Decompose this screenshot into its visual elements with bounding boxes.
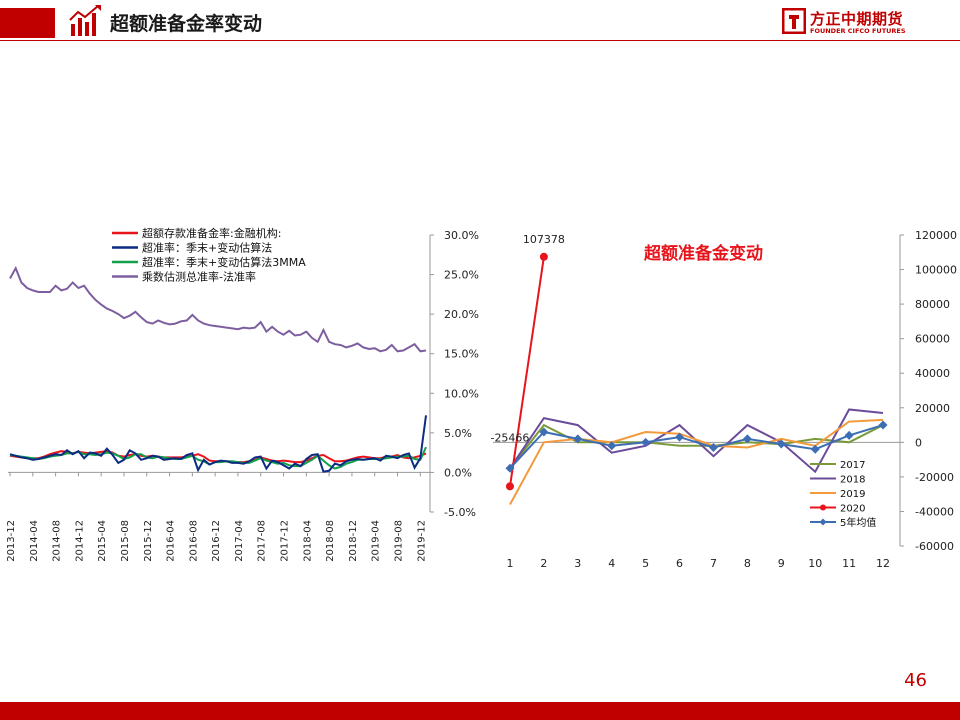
legend-label: 2019 bbox=[840, 489, 865, 500]
data-point bbox=[573, 434, 583, 444]
x-tick-label: 2017-08 bbox=[257, 520, 268, 562]
y-tick-label: 60000 bbox=[915, 333, 950, 346]
data-point bbox=[742, 434, 752, 444]
x-tick-label: 2016-04 bbox=[166, 520, 177, 562]
data-label: 107378 bbox=[523, 233, 565, 246]
y-tick-label: 40000 bbox=[915, 367, 950, 380]
legend-label: 5年均值 bbox=[840, 516, 876, 529]
x-tick-label: 4 bbox=[608, 557, 615, 570]
excess-reserve-ratio-chart: 30.0% 25.0% 20.0% 15.0% 10.0% 5.0% 0.0% -5.0% 20… bbox=[6, 226, 479, 562]
data-point bbox=[641, 437, 651, 447]
data-point bbox=[607, 441, 617, 451]
x-tick-label: 2018-08 bbox=[325, 520, 336, 562]
data-point bbox=[675, 432, 685, 442]
x-tick-label: 7 bbox=[710, 557, 717, 570]
y-tick-label: 10.0% bbox=[444, 387, 479, 400]
legend-label: 2020 bbox=[840, 504, 865, 515]
x-tick-label: 2017-04 bbox=[234, 520, 245, 562]
chart-annotation: 超额准备金变动 bbox=[644, 243, 763, 264]
y-tick-label: 0 bbox=[915, 436, 922, 449]
x-tick-label: 8 bbox=[744, 557, 751, 570]
brand-logo: 方正中期期货 FOUNDER CIFCO FUTURES bbox=[782, 8, 942, 40]
legend-label: 2018 bbox=[840, 475, 865, 486]
y-tick-label: -5.0% bbox=[444, 506, 476, 519]
data-point bbox=[844, 430, 854, 440]
x-tick-label: 2 bbox=[540, 557, 547, 570]
legend-label: 乘数估测总准率-法准率 bbox=[142, 270, 256, 284]
header-divider bbox=[0, 40, 960, 41]
y-tick-label: 0.0% bbox=[444, 466, 472, 479]
x-tick-label: 2019-12 bbox=[416, 520, 427, 562]
x-tick-label: 9 bbox=[778, 557, 785, 570]
x-tick-label: 12 bbox=[876, 557, 890, 570]
legend-label: 超准率：季末+变动估算法 bbox=[142, 241, 272, 255]
legend-label: 超准率：季末+变动估算法3MMA bbox=[142, 255, 306, 269]
x-tick-label: 1 bbox=[506, 557, 513, 570]
x-tick-label: 2015-08 bbox=[120, 520, 131, 562]
data-point bbox=[708, 443, 718, 453]
data-point bbox=[505, 463, 515, 473]
brand-name-en: FOUNDER CIFCO FUTURES bbox=[810, 27, 906, 35]
y-tick-label: 30.0% bbox=[444, 229, 479, 242]
data-point bbox=[539, 252, 548, 261]
header-accent-bar bbox=[0, 8, 55, 38]
legend-marker bbox=[820, 504, 826, 511]
series-line-2017 bbox=[509, 423, 884, 469]
x-tick-label: 11 bbox=[842, 557, 856, 570]
y-tick-label: 100000 bbox=[915, 264, 957, 277]
page-title: 超额准备金率变动 bbox=[110, 13, 263, 35]
footer-bar bbox=[0, 702, 960, 720]
x-tick-label: 2016-08 bbox=[188, 520, 199, 562]
y-tick-label: 5.0% bbox=[444, 427, 472, 440]
x-tick-label: 3 bbox=[574, 557, 581, 570]
data-label: -25466 bbox=[490, 432, 529, 445]
x-tick-label: 2014-12 bbox=[74, 520, 85, 562]
x-tick-label: 2014-04 bbox=[29, 520, 40, 562]
x-tick-label: 2017-12 bbox=[280, 520, 291, 562]
excess-reserve-change-chart: 120000 100000 80000 60000 40000 20000 0 -20000 -… bbox=[490, 229, 957, 570]
data-point bbox=[539, 427, 549, 437]
page-number: 46 bbox=[904, 670, 927, 691]
x-tick-label: 6 bbox=[676, 557, 683, 570]
y-tick-label: 20000 bbox=[915, 402, 950, 415]
x-tick-label: 2018-12 bbox=[348, 520, 359, 562]
y-tick-label: 15.0% bbox=[444, 348, 479, 361]
y-tick-label: -40000 bbox=[915, 505, 954, 518]
series-line-2020 bbox=[509, 256, 545, 487]
x-tick-label: 2013-12 bbox=[6, 520, 17, 562]
y-tick-label: 25.0% bbox=[444, 269, 479, 282]
y-tick-label: -60000 bbox=[915, 540, 954, 553]
x-tick-label: 2019-04 bbox=[371, 520, 382, 562]
y-tick-label: 120000 bbox=[915, 229, 957, 242]
brand-name: 方正中期期货 bbox=[810, 10, 904, 28]
x-tick-label: 2015-04 bbox=[97, 520, 108, 562]
x-tick-label: 2015-12 bbox=[143, 520, 154, 562]
legend-label: 2017 bbox=[840, 460, 865, 471]
x-tick-label: 2018-04 bbox=[302, 520, 313, 562]
data-point bbox=[505, 482, 514, 491]
series-line-5年均值 bbox=[509, 424, 884, 469]
data-point bbox=[878, 420, 888, 430]
x-tick-label: 5 bbox=[642, 557, 649, 570]
x-tick-label: 2016-12 bbox=[211, 520, 222, 562]
y-tick-label: 20.0% bbox=[444, 308, 479, 321]
x-tick-label: 10 bbox=[808, 557, 822, 570]
data-point bbox=[810, 444, 820, 454]
y-tick-label: 80000 bbox=[915, 298, 950, 311]
x-tick-label: 2014-08 bbox=[52, 520, 63, 562]
growth-chart-icon bbox=[69, 5, 101, 36]
brand-mark-icon bbox=[782, 8, 806, 34]
series-line-3 bbox=[9, 265, 427, 353]
series-line-1 bbox=[9, 415, 427, 473]
legend-label: 超额存款准备金率:金融机构: bbox=[142, 226, 281, 240]
data-point bbox=[776, 439, 786, 449]
series-line-2019 bbox=[509, 418, 884, 505]
y-tick-label: -20000 bbox=[915, 471, 954, 484]
legend-marker bbox=[819, 518, 827, 526]
x-tick-label: 2019-08 bbox=[394, 520, 405, 562]
